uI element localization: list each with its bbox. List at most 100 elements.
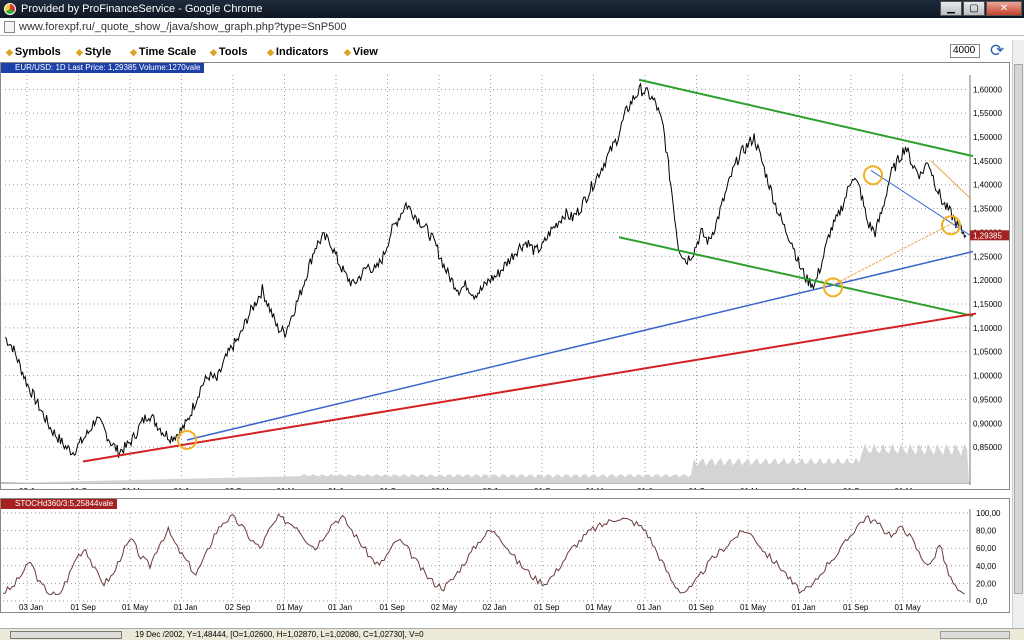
url-text: www.forexpf.ru/_quote_show_/java/show_gr… — [19, 20, 347, 33]
price-chart-header: EUR/USD: 1D Last Price: 1,29385 Volume:1… — [1, 63, 205, 73]
highlight-circle — [863, 165, 883, 186]
y-tick-label: 1,20000 — [973, 276, 1002, 285]
x-tick-label: 01 Sep — [689, 487, 715, 489]
horizontal-scrollbar-right[interactable] — [940, 631, 1010, 639]
x-tick-label: 01 Jan — [792, 487, 816, 489]
stoch-x-tick-label: 01 Jan — [328, 603, 352, 612]
stoch-x-tick-label: 01 Sep — [689, 603, 715, 612]
zoom-input[interactable]: 4000 — [950, 44, 980, 58]
y-tick-label: 0,95000 — [973, 395, 1002, 404]
scrollbar-thumb[interactable] — [1014, 64, 1023, 594]
close-button[interactable]: ✕ — [986, 1, 1022, 16]
stoch-x-tick-label: 02 Sep — [225, 603, 251, 612]
x-tick-label: 01 Jan — [637, 487, 661, 489]
stoch-x-tick-label: 01 May — [586, 603, 612, 612]
stoch-x-tick-label: 01 May — [277, 603, 303, 612]
diamond-icon: ◆ — [6, 46, 13, 57]
trendline-blue-down — [870, 170, 974, 238]
x-tick-label: 02 May — [431, 487, 457, 489]
stoch-x-tick-label: 01 May — [895, 603, 921, 612]
x-tick-label: 01 Sep — [71, 487, 97, 489]
menu-view[interactable]: ◆ View — [344, 46, 378, 58]
status-text: 19 Dec /2002, Y=1,48444, [O=1,02600, H=1… — [135, 630, 424, 639]
stoch-x-tick-label: 01 Sep — [843, 603, 869, 612]
maximize-button[interactable]: ▢ — [963, 1, 985, 16]
diamond-icon: ◆ — [267, 46, 274, 57]
trendline-orange — [832, 222, 954, 286]
menu-bar: ◆ Symbols ◆ Style ◆ Time Scale ◆ Tools ◆ Indi… — [0, 40, 1024, 62]
y-tick-label: 1,35000 — [973, 205, 1002, 214]
stoch-x-tick-label: 01 May — [740, 603, 766, 612]
x-tick-label: 01 Jan — [328, 487, 352, 489]
x-tick-label: 01 May — [740, 487, 766, 489]
diamond-icon: ◆ — [130, 46, 137, 57]
stochastic-line — [2, 512, 965, 596]
menu-time-scale[interactable]: ◆ Time Scale — [130, 46, 197, 58]
stoch-y-tick-label: 0,0 — [976, 597, 988, 606]
window-titlebar: Provided by ProFinanceService - Google C… — [0, 0, 1024, 18]
y-tick-label: 0,90000 — [973, 419, 1002, 428]
y-tick-label: 0,85000 — [973, 443, 1002, 452]
volume-area — [5, 443, 969, 483]
stochastic-header: STOCHd360/3:5,25844vale — [1, 499, 118, 509]
x-tick-label: 01 Sep — [843, 487, 869, 489]
price-chart-panel[interactable]: EUR/USD: 1D Last Price: 1,29385 Volume:1… — [0, 62, 1010, 496]
trendline-green-lower — [618, 236, 974, 317]
stoch-x-tick-label: 01 Sep — [380, 603, 406, 612]
diamond-icon: ◆ — [210, 46, 217, 57]
diamond-icon: ◆ — [76, 46, 83, 57]
menu-style[interactable]: ◆ Style — [76, 46, 112, 58]
y-tick-label: 1,50000 — [973, 133, 1002, 142]
trendline-orange-upper — [930, 160, 972, 200]
y-tick-label: 1,60000 — [973, 85, 1002, 94]
stoch-x-tick-label: 01 Jan — [174, 603, 198, 612]
highlight-circle — [177, 429, 197, 450]
menu-tools[interactable]: ◆ Tools — [210, 46, 248, 58]
x-tick-label: 01 May — [277, 487, 303, 489]
stoch-x-tick-label: 01 Jan — [792, 603, 816, 612]
y-tick-label: 1,05000 — [973, 348, 1002, 357]
minimize-button[interactable]: ▁ — [940, 1, 962, 16]
y-tick-label: 1,25000 — [973, 252, 1002, 261]
status-bar: 19 Dec /2002, Y=1,48444, [O=1,02600, H=1… — [0, 628, 1024, 640]
x-tick-label: 01 May — [586, 487, 612, 489]
vertical-scrollbar[interactable] — [1012, 40, 1024, 630]
horizontal-scrollbar[interactable] — [10, 631, 122, 639]
menu-indicators[interactable]: ◆ Indicators — [267, 46, 329, 58]
menu-symbols[interactable]: ◆ Symbols — [6, 46, 61, 58]
stoch-y-tick-label: 40,00 — [976, 562, 997, 571]
x-tick-label: 03 Jan — [19, 487, 43, 489]
stoch-x-tick-label: 01 Sep — [534, 603, 560, 612]
y-tick-label: 1,10000 — [973, 324, 1002, 333]
last-price-tag — [970, 230, 1010, 241]
stochastic-chart[interactable]: 100,00 80,00 60,00 40,00 20,00 0,0 03 Jan 01 Se… — [1, 499, 1009, 612]
y-tick-label: 1,40000 — [973, 181, 1002, 190]
x-tick-label: 01 Sep — [380, 487, 406, 489]
highlight-circle — [941, 215, 961, 236]
stoch-y-tick-label: 100,00 — [976, 509, 1001, 518]
highlight-circle — [823, 277, 843, 298]
y-tick-label: 1,55000 — [973, 109, 1002, 118]
stoch-x-tick-label: 02 Jan — [483, 603, 507, 612]
stoch-y-tick-label: 80,00 — [976, 527, 997, 536]
page-icon — [4, 20, 15, 33]
stochastic-panel[interactable]: STOCHd360/3:5,25844vale 100,00 80,00 60,00… — [0, 498, 1010, 613]
price-line — [4, 82, 967, 458]
refresh-icon[interactable]: ⟳ — [990, 41, 1005, 60]
address-bar[interactable]: www.forexpf.ru/_quote_show_/java/show_gr… — [0, 18, 1024, 36]
trendline-red — [82, 312, 977, 463]
window-title: Provided by ProFinanceService - Google C… — [21, 3, 263, 15]
stoch-y-tick-label: 60,00 — [976, 544, 997, 553]
stoch-x-tick-label: 03 Jan — [19, 603, 43, 612]
x-tick-label: 02 Jan — [483, 487, 507, 489]
x-tick-label: 02 Sep — [225, 487, 251, 489]
x-tick-label: 01 May — [895, 487, 921, 489]
chrome-icon — [4, 3, 16, 15]
x-tick-label: 01 Jan — [174, 487, 198, 489]
y-tick-label: 1,45000 — [973, 157, 1002, 166]
last-price-label: 1,29385 — [973, 231, 1002, 240]
x-tick-label: 01 May — [122, 487, 148, 489]
stoch-y-tick-label: 20,00 — [976, 579, 997, 588]
price-chart[interactable]: 1,60000 1,55000 1,50000 1,45000 1,40000 1,350… — [1, 63, 1010, 496]
x-tick-label: 01 Sep — [534, 487, 560, 489]
